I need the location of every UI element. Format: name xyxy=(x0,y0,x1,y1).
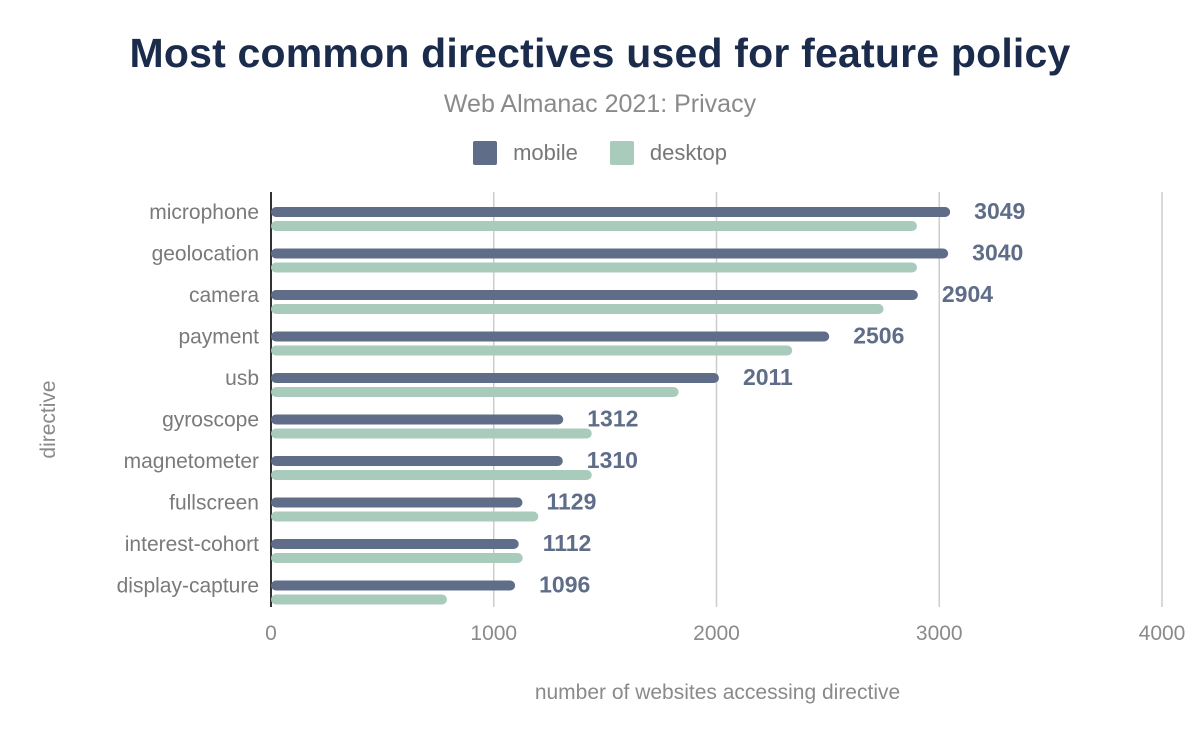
category-label-usb: usb xyxy=(225,367,259,390)
category-label-gyroscope: gyroscope xyxy=(162,408,259,431)
bar-mobile-interest-cohort[interactable] xyxy=(271,539,519,549)
category-label-camera: camera xyxy=(189,284,259,307)
value-label-mobile-payment: 2506 xyxy=(853,323,904,349)
bar-desktop-fullscreen[interactable] xyxy=(271,511,539,522)
legend-item-desktop[interactable]: desktop xyxy=(609,140,727,166)
legend-label-mobile: mobile xyxy=(513,140,578,165)
bar-desktop-camera[interactable] xyxy=(271,304,884,314)
bar-desktop-magnetometer[interactable] xyxy=(271,470,592,480)
bar-mobile-fullscreen[interactable] xyxy=(271,497,523,508)
bar-mobile-gyroscope[interactable] xyxy=(271,414,564,425)
category-label-microphone: microphone xyxy=(149,201,259,224)
bars xyxy=(271,207,951,605)
value-label-mobile-interest-cohort: 1112 xyxy=(543,530,592,556)
bar-mobile-microphone[interactable] xyxy=(271,207,951,217)
x-tick-label-1000: 1000 xyxy=(470,622,517,645)
value-label-mobile-microphone: 3049 xyxy=(974,198,1025,224)
category-label-geolocation: geolocation xyxy=(152,242,259,265)
x-tick-label-2000: 2000 xyxy=(693,622,740,645)
labels: 0 1000 2000 3000 4000 microphone 3049 geolocati… xyxy=(117,198,1186,645)
x-axis-title: number of websites accessing directive xyxy=(535,681,900,704)
category-label-payment: payment xyxy=(178,325,259,348)
bar-mobile-usb[interactable] xyxy=(271,373,719,383)
category-label-interest-cohort: interest-cohort xyxy=(125,533,259,556)
category-label-magnetometer: magnetometer xyxy=(124,450,259,473)
category-label-display-capture: display-capture xyxy=(117,574,259,597)
grid-lines xyxy=(270,192,1163,607)
value-label-mobile-display-capture: 1096 xyxy=(539,572,590,598)
bar-desktop-payment[interactable] xyxy=(271,345,793,356)
legend: mobile desktop xyxy=(0,140,1200,166)
bar-desktop-geolocation[interactable] xyxy=(271,262,917,273)
bar-desktop-usb[interactable] xyxy=(271,387,679,397)
legend-swatch-desktop xyxy=(609,141,634,165)
value-label-mobile-gyroscope: 1312 xyxy=(587,406,638,432)
value-label-mobile-camera: 2904 xyxy=(942,281,993,307)
bar-mobile-display-capture[interactable] xyxy=(271,580,516,591)
bar-mobile-camera[interactable] xyxy=(271,290,918,300)
bar-desktop-display-capture[interactable] xyxy=(271,594,447,605)
chart-title: Most common directives used for feature … xyxy=(129,30,1071,76)
bar-desktop-microphone[interactable] xyxy=(271,221,917,231)
x-tick-label-3000: 3000 xyxy=(916,622,963,645)
legend-label-desktop: desktop xyxy=(649,140,727,165)
category-label-fullscreen: fullscreen xyxy=(169,491,259,514)
value-label-mobile-usb: 2011 xyxy=(743,364,793,390)
chart-subtitle: Web Almanac 2021: Privacy xyxy=(443,90,757,118)
bar-desktop-gyroscope[interactable] xyxy=(271,428,592,439)
y-axis-title: directive xyxy=(37,380,60,458)
legend-swatch-mobile xyxy=(473,141,498,165)
bar-mobile-geolocation[interactable] xyxy=(271,248,949,259)
bar-mobile-magnetometer[interactable] xyxy=(271,456,563,466)
legend-item-mobile[interactable]: mobile xyxy=(473,140,578,166)
value-label-mobile-magnetometer: 1310 xyxy=(587,447,638,473)
value-label-mobile-geolocation: 3040 xyxy=(972,240,1023,266)
x-tick-label-0: 0 xyxy=(265,622,277,645)
value-label-mobile-fullscreen: 1129 xyxy=(546,489,596,515)
bar-mobile-payment[interactable] xyxy=(271,331,830,342)
bar-desktop-interest-cohort[interactable] xyxy=(271,553,523,563)
x-tick-label-4000: 4000 xyxy=(1139,622,1186,645)
